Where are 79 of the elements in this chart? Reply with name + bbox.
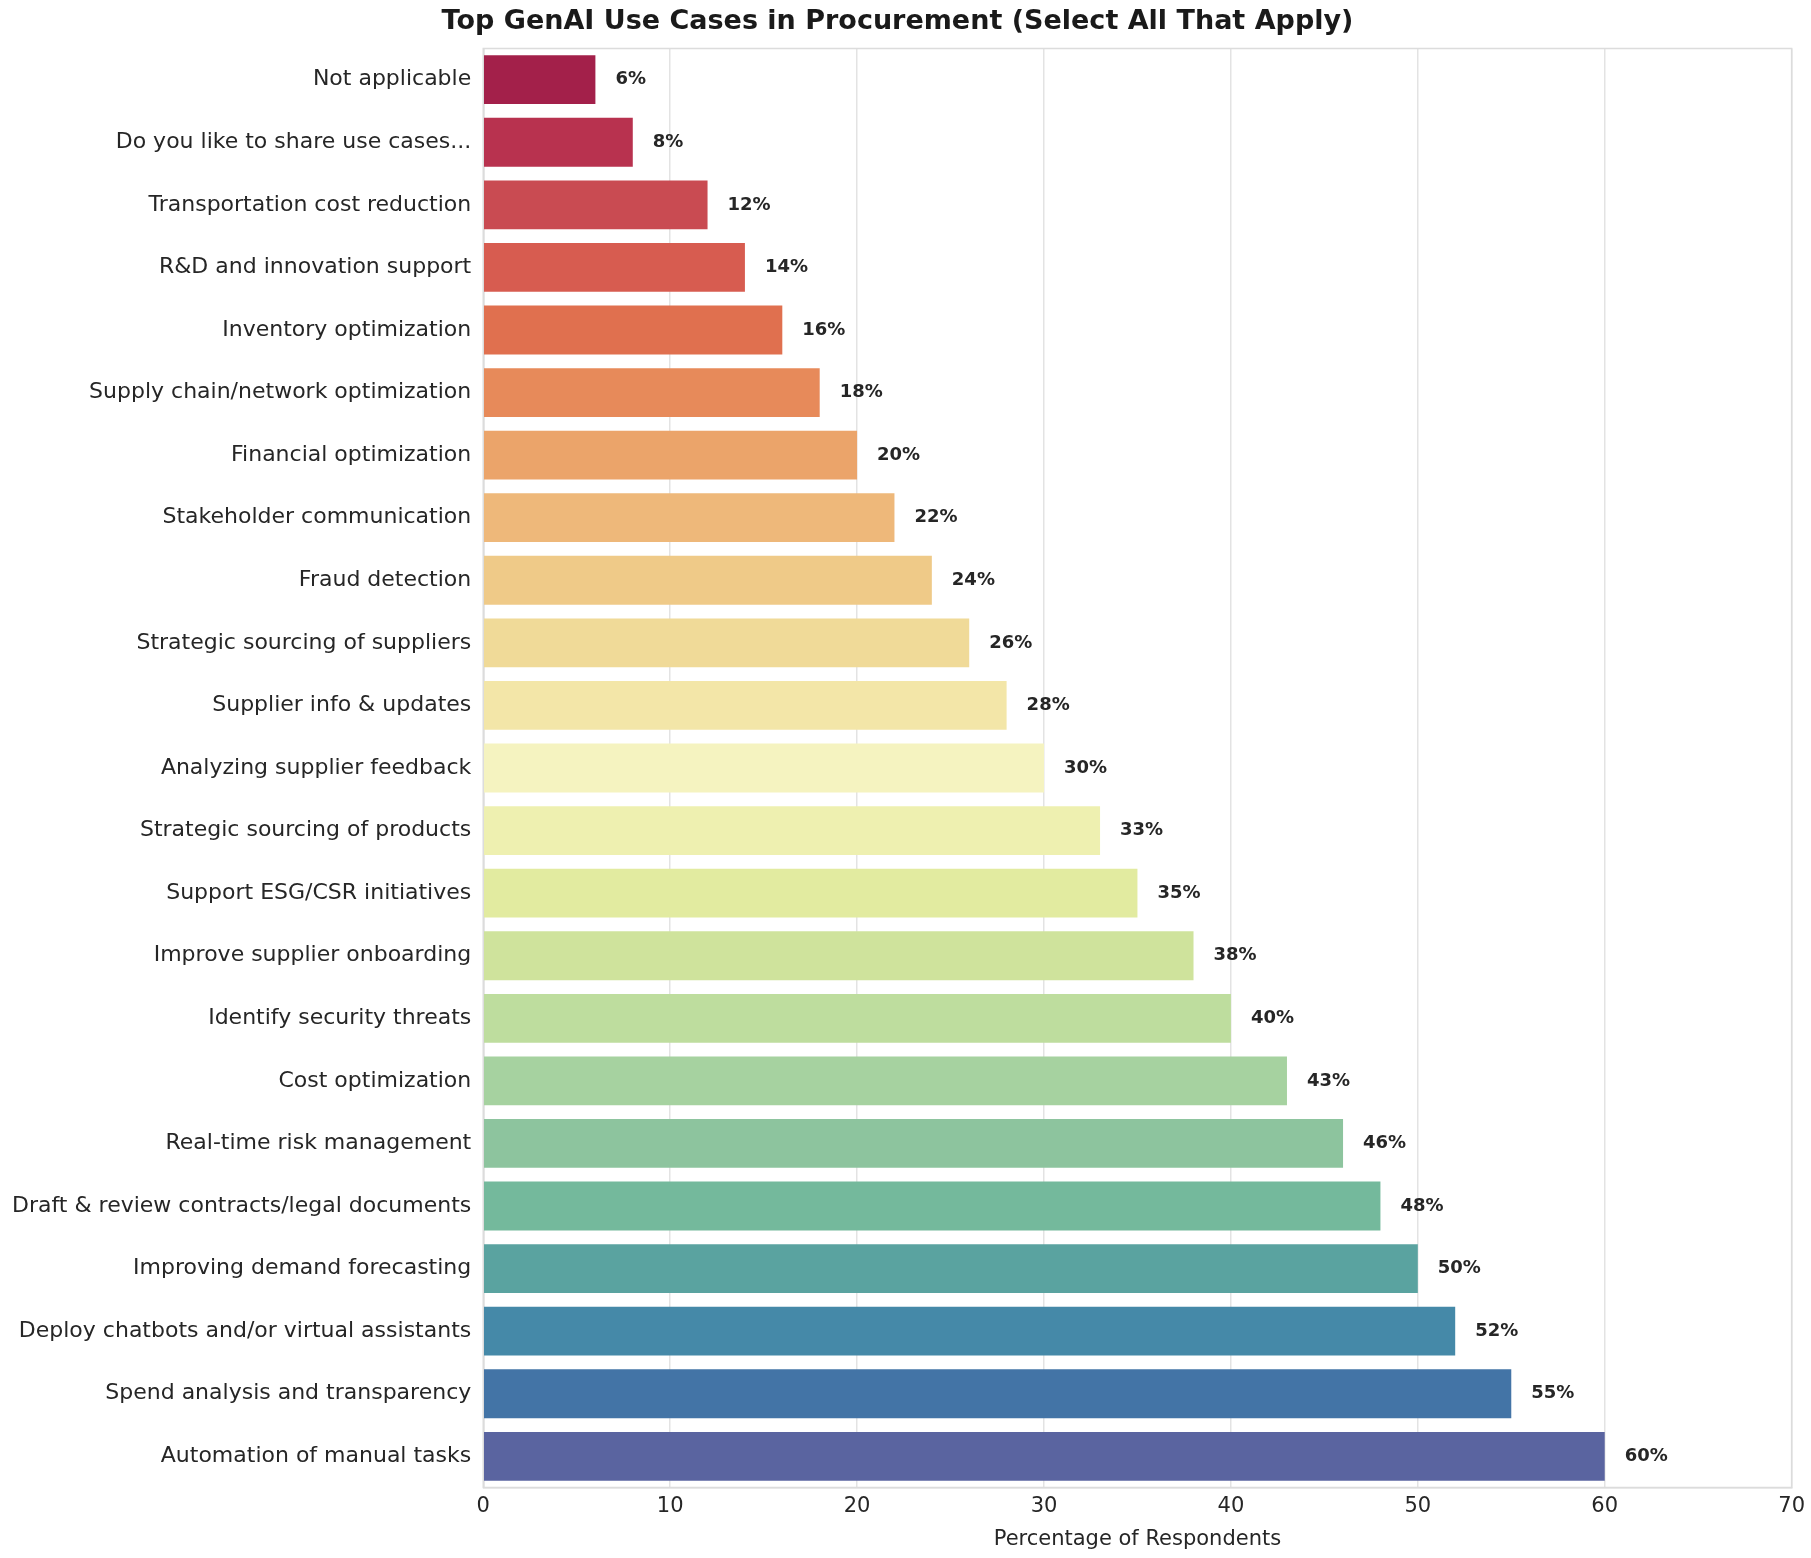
data-label: 48% (1400, 1193, 1444, 1215)
bar (484, 368, 820, 417)
y-tick-label: Do you like to share use cases... (115, 127, 472, 153)
y-tick-label: Real-time risk management (165, 1129, 472, 1155)
data-label: 43% (1306, 1068, 1351, 1090)
y-tick-label: Financial optimization (231, 440, 472, 466)
y-tick-label: Stakeholder communication (162, 503, 472, 529)
bar (484, 1119, 1344, 1168)
data-label: 6% (615, 67, 646, 89)
y-tick-label: Not applicable (312, 65, 472, 91)
y-tick-label: Support ESG/CSR initiatives (166, 878, 472, 904)
x-tick-label: 0 (476, 1492, 490, 1517)
data-label: 33% (1120, 818, 1164, 840)
y-tick-label: Strategic sourcing of products (139, 816, 472, 842)
bar (484, 1056, 1287, 1106)
data-label: 20% (877, 442, 921, 464)
y-tick-label: Transportation cost reduction (147, 190, 472, 216)
data-label: 26% (989, 630, 1033, 652)
bar (484, 1369, 1512, 1419)
bar (484, 743, 1044, 793)
y-tick-label: Deploy chatbots and/or virtual assistants (18, 1316, 472, 1342)
data-label: 8% (652, 129, 684, 151)
bar (484, 931, 1194, 981)
y-tick-label: Strategic sourcing of suppliers (136, 628, 472, 654)
y-tick-label: Supply chain/network optimization (89, 378, 472, 404)
bar (484, 243, 745, 292)
bar (484, 180, 708, 230)
y-tick-label: Spend analysis and transparency (105, 1379, 472, 1405)
data-label: 16% (802, 317, 846, 339)
data-label: 55% (1531, 1381, 1575, 1403)
y-tick-label: Improve supplier onboarding (153, 941, 472, 967)
data-label: 60% (1624, 1443, 1668, 1465)
bar (484, 1181, 1381, 1231)
bar (484, 55, 596, 105)
y-tick-label: Inventory optimization (222, 315, 472, 341)
y-tick-label: Fraud detection (298, 566, 472, 591)
data-label: 40% (1250, 1005, 1294, 1027)
y-tick-label: R&D and innovation support (158, 253, 472, 279)
x-tick-label: 70 (1778, 1492, 1806, 1517)
bar (484, 493, 895, 543)
data-label: 12% (727, 192, 771, 214)
data-label: 14% (764, 255, 809, 277)
y-tick-label: Identify security threats (208, 1004, 472, 1030)
bar (484, 430, 858, 480)
x-tick-label: 50 (1404, 1492, 1432, 1517)
bar (484, 993, 1231, 1043)
chart-title: Top GenAI Use Cases in Procurement (Select All That Apply) (441, 4, 1354, 36)
bar (484, 806, 1101, 855)
x-tick-label: 10 (656, 1492, 684, 1517)
bar (484, 868, 1138, 918)
data-label: 28% (1026, 693, 1070, 715)
data-label: 18% (839, 380, 883, 402)
bar (484, 117, 633, 167)
bar (484, 1306, 1456, 1356)
y-tick-label: Cost optimization (278, 1066, 472, 1092)
bar (484, 618, 970, 668)
y-tick-label: Analyzing supplier feedback (160, 753, 472, 779)
x-axis-title: Percentage of Respondents (993, 1525, 1282, 1550)
bar (484, 305, 783, 355)
data-label: 24% (951, 567, 995, 589)
data-label: 52% (1475, 1318, 1519, 1340)
bar (484, 555, 932, 605)
x-tick-label: 20 (843, 1492, 871, 1517)
bar (484, 681, 1007, 730)
data-label: 50% (1437, 1256, 1481, 1278)
data-label: 35% (1157, 880, 1201, 902)
y-tick-label: Draft & review contracts/legal documents (12, 1191, 472, 1217)
x-tick-label: 60 (1591, 1492, 1619, 1517)
bar (484, 1244, 1418, 1293)
y-tick-label: Improving demand forecasting (133, 1254, 472, 1280)
y-tick-label: Automation of manual tasks (160, 1442, 472, 1468)
data-label: 46% (1363, 1131, 1407, 1153)
y-tick-label: Supplier info & updates (212, 691, 472, 717)
x-tick-label: 40 (1217, 1492, 1245, 1517)
x-tick-label: 30 (1030, 1492, 1058, 1517)
data-label: 22% (914, 505, 958, 527)
data-label: 30% (1063, 755, 1108, 777)
bar (484, 1431, 1605, 1481)
data-label: 38% (1213, 943, 1257, 965)
